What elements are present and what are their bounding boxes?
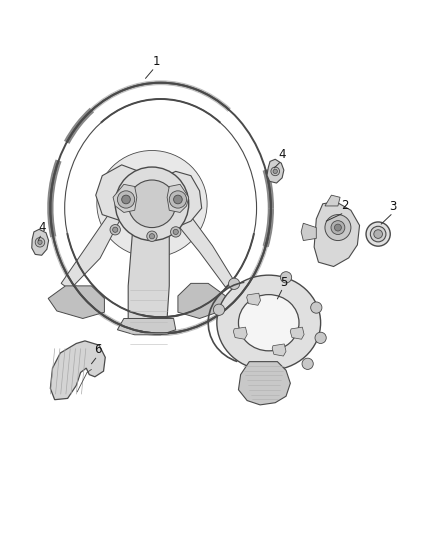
Text: 4: 4 [278, 148, 286, 161]
Polygon shape [325, 195, 340, 206]
Circle shape [147, 231, 157, 241]
Polygon shape [272, 344, 286, 356]
Circle shape [271, 167, 279, 176]
Circle shape [229, 278, 240, 289]
Polygon shape [48, 286, 104, 319]
Polygon shape [128, 232, 169, 324]
Circle shape [113, 227, 118, 232]
Circle shape [110, 224, 120, 235]
Polygon shape [154, 172, 202, 228]
Circle shape [371, 227, 386, 242]
Circle shape [335, 224, 341, 231]
Text: 4: 4 [38, 222, 46, 235]
Circle shape [115, 167, 189, 240]
Ellipse shape [217, 275, 321, 370]
Circle shape [325, 215, 351, 240]
Circle shape [170, 227, 181, 237]
Circle shape [122, 195, 131, 204]
Polygon shape [167, 184, 189, 213]
Circle shape [302, 358, 313, 369]
Polygon shape [169, 201, 234, 287]
Circle shape [149, 233, 155, 239]
Ellipse shape [238, 295, 299, 351]
Polygon shape [178, 284, 226, 319]
Circle shape [169, 191, 187, 208]
Circle shape [128, 180, 176, 228]
Circle shape [173, 195, 182, 204]
Polygon shape [238, 361, 290, 405]
Circle shape [331, 221, 345, 235]
Polygon shape [113, 184, 137, 213]
Circle shape [366, 222, 390, 246]
Circle shape [35, 238, 45, 247]
Polygon shape [301, 223, 316, 240]
Polygon shape [117, 319, 176, 335]
Polygon shape [314, 201, 360, 266]
Text: 5: 5 [280, 276, 288, 288]
Circle shape [311, 302, 322, 313]
Circle shape [315, 332, 326, 343]
Circle shape [374, 230, 382, 238]
Polygon shape [233, 327, 247, 339]
Circle shape [213, 304, 225, 316]
Circle shape [38, 240, 42, 245]
Text: 2: 2 [341, 199, 348, 212]
Polygon shape [247, 293, 261, 305]
Polygon shape [96, 165, 150, 221]
Polygon shape [32, 229, 49, 255]
Circle shape [173, 229, 178, 235]
Ellipse shape [97, 150, 207, 257]
Circle shape [280, 272, 292, 283]
Polygon shape [290, 327, 304, 339]
Polygon shape [50, 341, 105, 400]
Polygon shape [267, 159, 284, 183]
Polygon shape [61, 201, 124, 289]
Text: 6: 6 [94, 343, 102, 357]
Text: 1: 1 [152, 54, 160, 68]
Circle shape [273, 169, 277, 174]
Text: 3: 3 [389, 200, 397, 213]
Circle shape [117, 191, 134, 208]
